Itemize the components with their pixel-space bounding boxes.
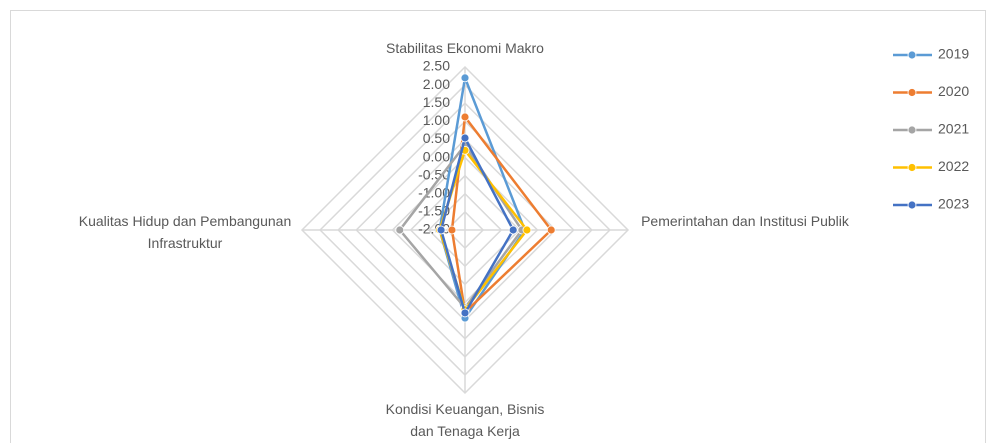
- tick-label: 0.00: [423, 148, 450, 164]
- tick-label: -2.00: [418, 221, 450, 237]
- tick-label: -0.50: [418, 166, 450, 182]
- data-point: [460, 73, 470, 83]
- axis-label: Stabilitas Ekonomi Makro: [386, 40, 544, 56]
- data-point: [460, 112, 470, 122]
- axis-label: Kualitas Hidup dan Pembangunan Infrastru…: [78, 213, 292, 251]
- legend-label: 2021: [938, 121, 969, 137]
- data-point: [460, 308, 470, 318]
- legend-marker: [907, 125, 917, 135]
- legend-label: 2022: [938, 158, 969, 174]
- legend-marker: [907, 50, 917, 60]
- tick-label: 2.50: [423, 58, 450, 74]
- tick-label: 1.00: [423, 112, 450, 128]
- data-point: [460, 133, 470, 143]
- legend-label: 2023: [938, 196, 969, 212]
- chart-border: [10, 10, 986, 443]
- legend-marker: [907, 200, 917, 210]
- data-point: [447, 225, 457, 235]
- legend-label: 2020: [938, 83, 969, 99]
- legend-label: 2019: [938, 46, 969, 62]
- tick-label: 2.00: [423, 76, 450, 92]
- data-point: [508, 225, 518, 235]
- axis-label: Pemerintahan dan Institusi Publik: [641, 213, 849, 229]
- tick-label: 0.50: [423, 130, 450, 146]
- axis-label: Kondisi Keuangan, Bisnis dan Tenaga Kerj…: [385, 401, 545, 439]
- data-point: [522, 225, 532, 235]
- legend-marker: [907, 163, 917, 172]
- tick-label: 1.50: [423, 94, 450, 110]
- legend-marker: [907, 88, 917, 97]
- data-point: [546, 225, 556, 235]
- data-point: [395, 225, 405, 235]
- data-point: [436, 225, 446, 235]
